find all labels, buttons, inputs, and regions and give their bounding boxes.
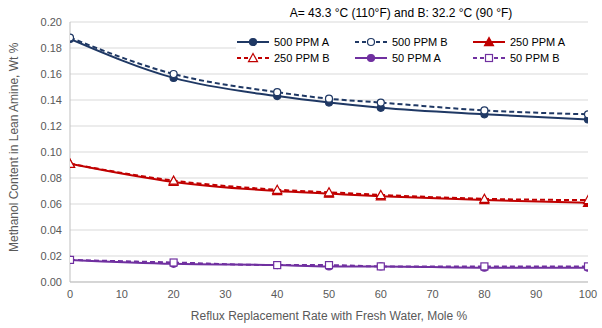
html-text:500 PPM A: 500 PPM A [274,36,329,48]
html-text:500 PPM B: 500 PPM B [392,36,448,48]
svg-text:70: 70 [426,288,438,300]
svg-text:40: 40 [271,288,283,300]
svg-text:30: 30 [219,288,231,300]
html-text:A= 43.3 °C (110°F) and B: 32.2: A= 43.3 °C (110°F) and B: 32.2 °C (90 °F… [289,6,513,20]
svg-text:100: 100 [579,288,594,300]
svg-text:20: 20 [167,288,179,300]
html-text:250 PPM A: 250 PPM A [510,36,565,48]
html-text:250 PPM B: 250 PPM B [274,52,330,64]
svg-text:0.10: 0.10 [41,146,62,158]
svg-text:60: 60 [375,288,387,300]
svg-text:0.02: 0.02 [41,250,62,262]
svg-text:0.08: 0.08 [41,172,62,184]
svg-text:0.00: 0.00 [41,276,62,288]
svg-text:0.12: 0.12 [41,120,62,132]
svg-text:0.14: 0.14 [41,94,62,106]
svg-text:0.16: 0.16 [41,68,62,80]
svg-text:90: 90 [530,288,542,300]
html-text:50 PPM A: 50 PPM A [392,52,441,64]
svg-text:0: 0 [67,288,73,300]
svg-text:0.18: 0.18 [41,42,62,54]
svg-text:0.04: 0.04 [41,224,62,236]
svg-text:80: 80 [478,288,490,300]
svg-text:Methanol Content in Lean Amine: Methanol Content in Lean Amine, Wt % [8,42,21,252]
svg-text:Reflux Replacement Rate with F: Reflux Replacement Rate with Fresh Water… [191,309,468,323]
svg-text:10: 10 [116,288,128,300]
svg-text:0.20: 0.20 [41,16,62,28]
html-text:50 PPM B: 50 PPM B [510,52,560,64]
svg-text:0.06: 0.06 [41,198,62,210]
svg-text:50: 50 [323,288,335,300]
